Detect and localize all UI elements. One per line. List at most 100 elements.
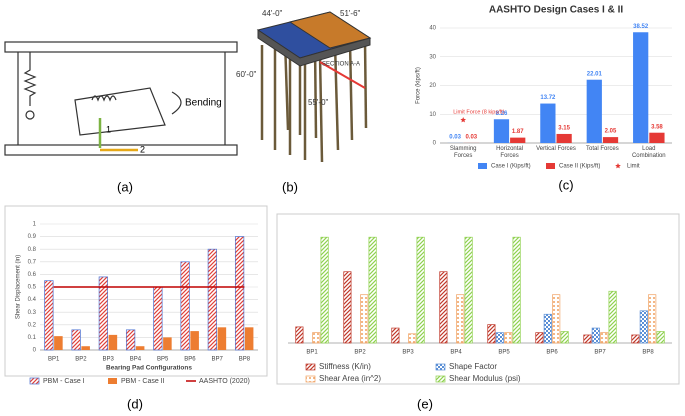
sketch-label: Bending: [185, 98, 222, 109]
y-tick-label: 0.4: [28, 297, 37, 303]
y-tick-label: 10: [429, 112, 436, 118]
legend-label: Case II (Kips/ft): [559, 164, 600, 170]
x-tick-label: BP8: [239, 357, 251, 363]
legend-swatch: [108, 378, 117, 384]
bar: [234, 236, 245, 351]
y-tick-label: 0: [33, 348, 37, 354]
legend-swatch: [615, 163, 621, 169]
panel-frame: [4, 205, 268, 377]
x-tick-label: BP7: [211, 357, 223, 363]
legend-swatch: [478, 163, 487, 169]
bar: [495, 332, 504, 344]
x-tick-label: BP4: [450, 350, 462, 356]
y-tick-label: 1: [33, 222, 37, 228]
sketch-label: 2: [140, 144, 145, 154]
bar: [556, 133, 572, 143]
x-tick-label: BP7: [594, 350, 606, 356]
x-tick-label: BP1: [306, 350, 318, 356]
y-axis-label: Force (kips/ft): [416, 67, 422, 104]
bending-arrow: [171, 91, 182, 115]
value-label: 13.72: [540, 95, 556, 101]
legend-swatch: [435, 363, 446, 371]
bar: [391, 327, 400, 344]
bar: [602, 137, 619, 143]
y-tick-label: 0: [433, 141, 437, 147]
legend-swatch: [435, 375, 446, 383]
bar: [504, 332, 513, 344]
bar: [343, 271, 352, 344]
bar: [320, 236, 329, 344]
bar: [163, 337, 172, 350]
pier: [256, 11, 372, 163]
x-tick-label: Slamming Forces: [449, 146, 477, 159]
bar: [639, 310, 648, 344]
bar: [135, 346, 145, 350]
bar: [153, 286, 163, 351]
bar: [312, 332, 321, 344]
x-tick-label: BP1: [48, 357, 60, 363]
x-tick-label: BP2: [354, 350, 366, 356]
y-tick-label: 0.2: [28, 322, 37, 328]
annotation: Limit Force (8 kips/ft): [453, 109, 505, 115]
y-tick-label: 20: [429, 83, 436, 89]
value-label: 3.15: [558, 126, 570, 132]
bar: [244, 327, 254, 350]
bar: [600, 332, 609, 344]
spring-joint: [25, 110, 35, 120]
bar: [180, 261, 190, 351]
y-tick-label: 0.8: [28, 247, 37, 253]
bar: [540, 103, 556, 143]
panel-label: (b): [282, 179, 298, 194]
y-tick-label: 0.9: [28, 234, 37, 240]
legend-label: Limit: [627, 164, 640, 170]
legend-label: PBM - Case I: [43, 378, 85, 385]
bar: [456, 294, 465, 344]
section-arrow: [319, 61, 366, 89]
rotational-spring: [91, 95, 117, 102]
x-tick-label: BP8: [642, 350, 654, 356]
bar: [71, 329, 81, 351]
bar: [81, 346, 90, 350]
legend-label: Shape Factor: [449, 362, 497, 371]
x-tick-label: BP6: [184, 357, 196, 363]
bar: [608, 290, 617, 344]
panel-label: (a): [117, 179, 133, 194]
bar: [586, 79, 602, 143]
bar: [591, 327, 600, 344]
x-axis-label: Bearing Pad Configurations: [106, 365, 192, 372]
legend-swatch: [305, 363, 316, 371]
bar: [512, 236, 521, 344]
legend-label: AASHTO (2020): [199, 378, 250, 385]
panel-label: (e): [417, 396, 433, 411]
y-tick-label: 30: [429, 54, 436, 60]
legend-swatch: [29, 377, 40, 385]
bar: [633, 32, 649, 143]
bar: [360, 294, 369, 344]
bar: [408, 333, 417, 344]
y-tick-label: 0.1: [28, 335, 37, 341]
value-label: 3.58: [651, 124, 663, 130]
y-tick-label: 0.7: [28, 259, 37, 265]
marker: [460, 117, 467, 123]
x-tick-label: BP4: [130, 357, 142, 363]
bar: [560, 331, 569, 344]
bar: [108, 334, 118, 350]
bar: [368, 236, 377, 344]
legend-label: Shear Area (in^2): [319, 374, 381, 383]
bar: [631, 334, 640, 344]
spring: [23, 52, 37, 106]
bar: [207, 248, 217, 351]
bar: [535, 332, 544, 344]
y-tick-label: 0.6: [28, 272, 37, 278]
x-tick-label: BP3: [402, 350, 414, 356]
x-tick-label: BP5: [498, 350, 510, 356]
lower-beam: [4, 144, 238, 156]
bar: [648, 294, 657, 344]
value-label: 0.03: [449, 134, 461, 140]
bar: [125, 329, 136, 351]
dimension: 44'-0": [262, 9, 283, 18]
bar: [583, 334, 592, 344]
legend-swatch: [546, 163, 555, 169]
bar: [217, 327, 227, 350]
